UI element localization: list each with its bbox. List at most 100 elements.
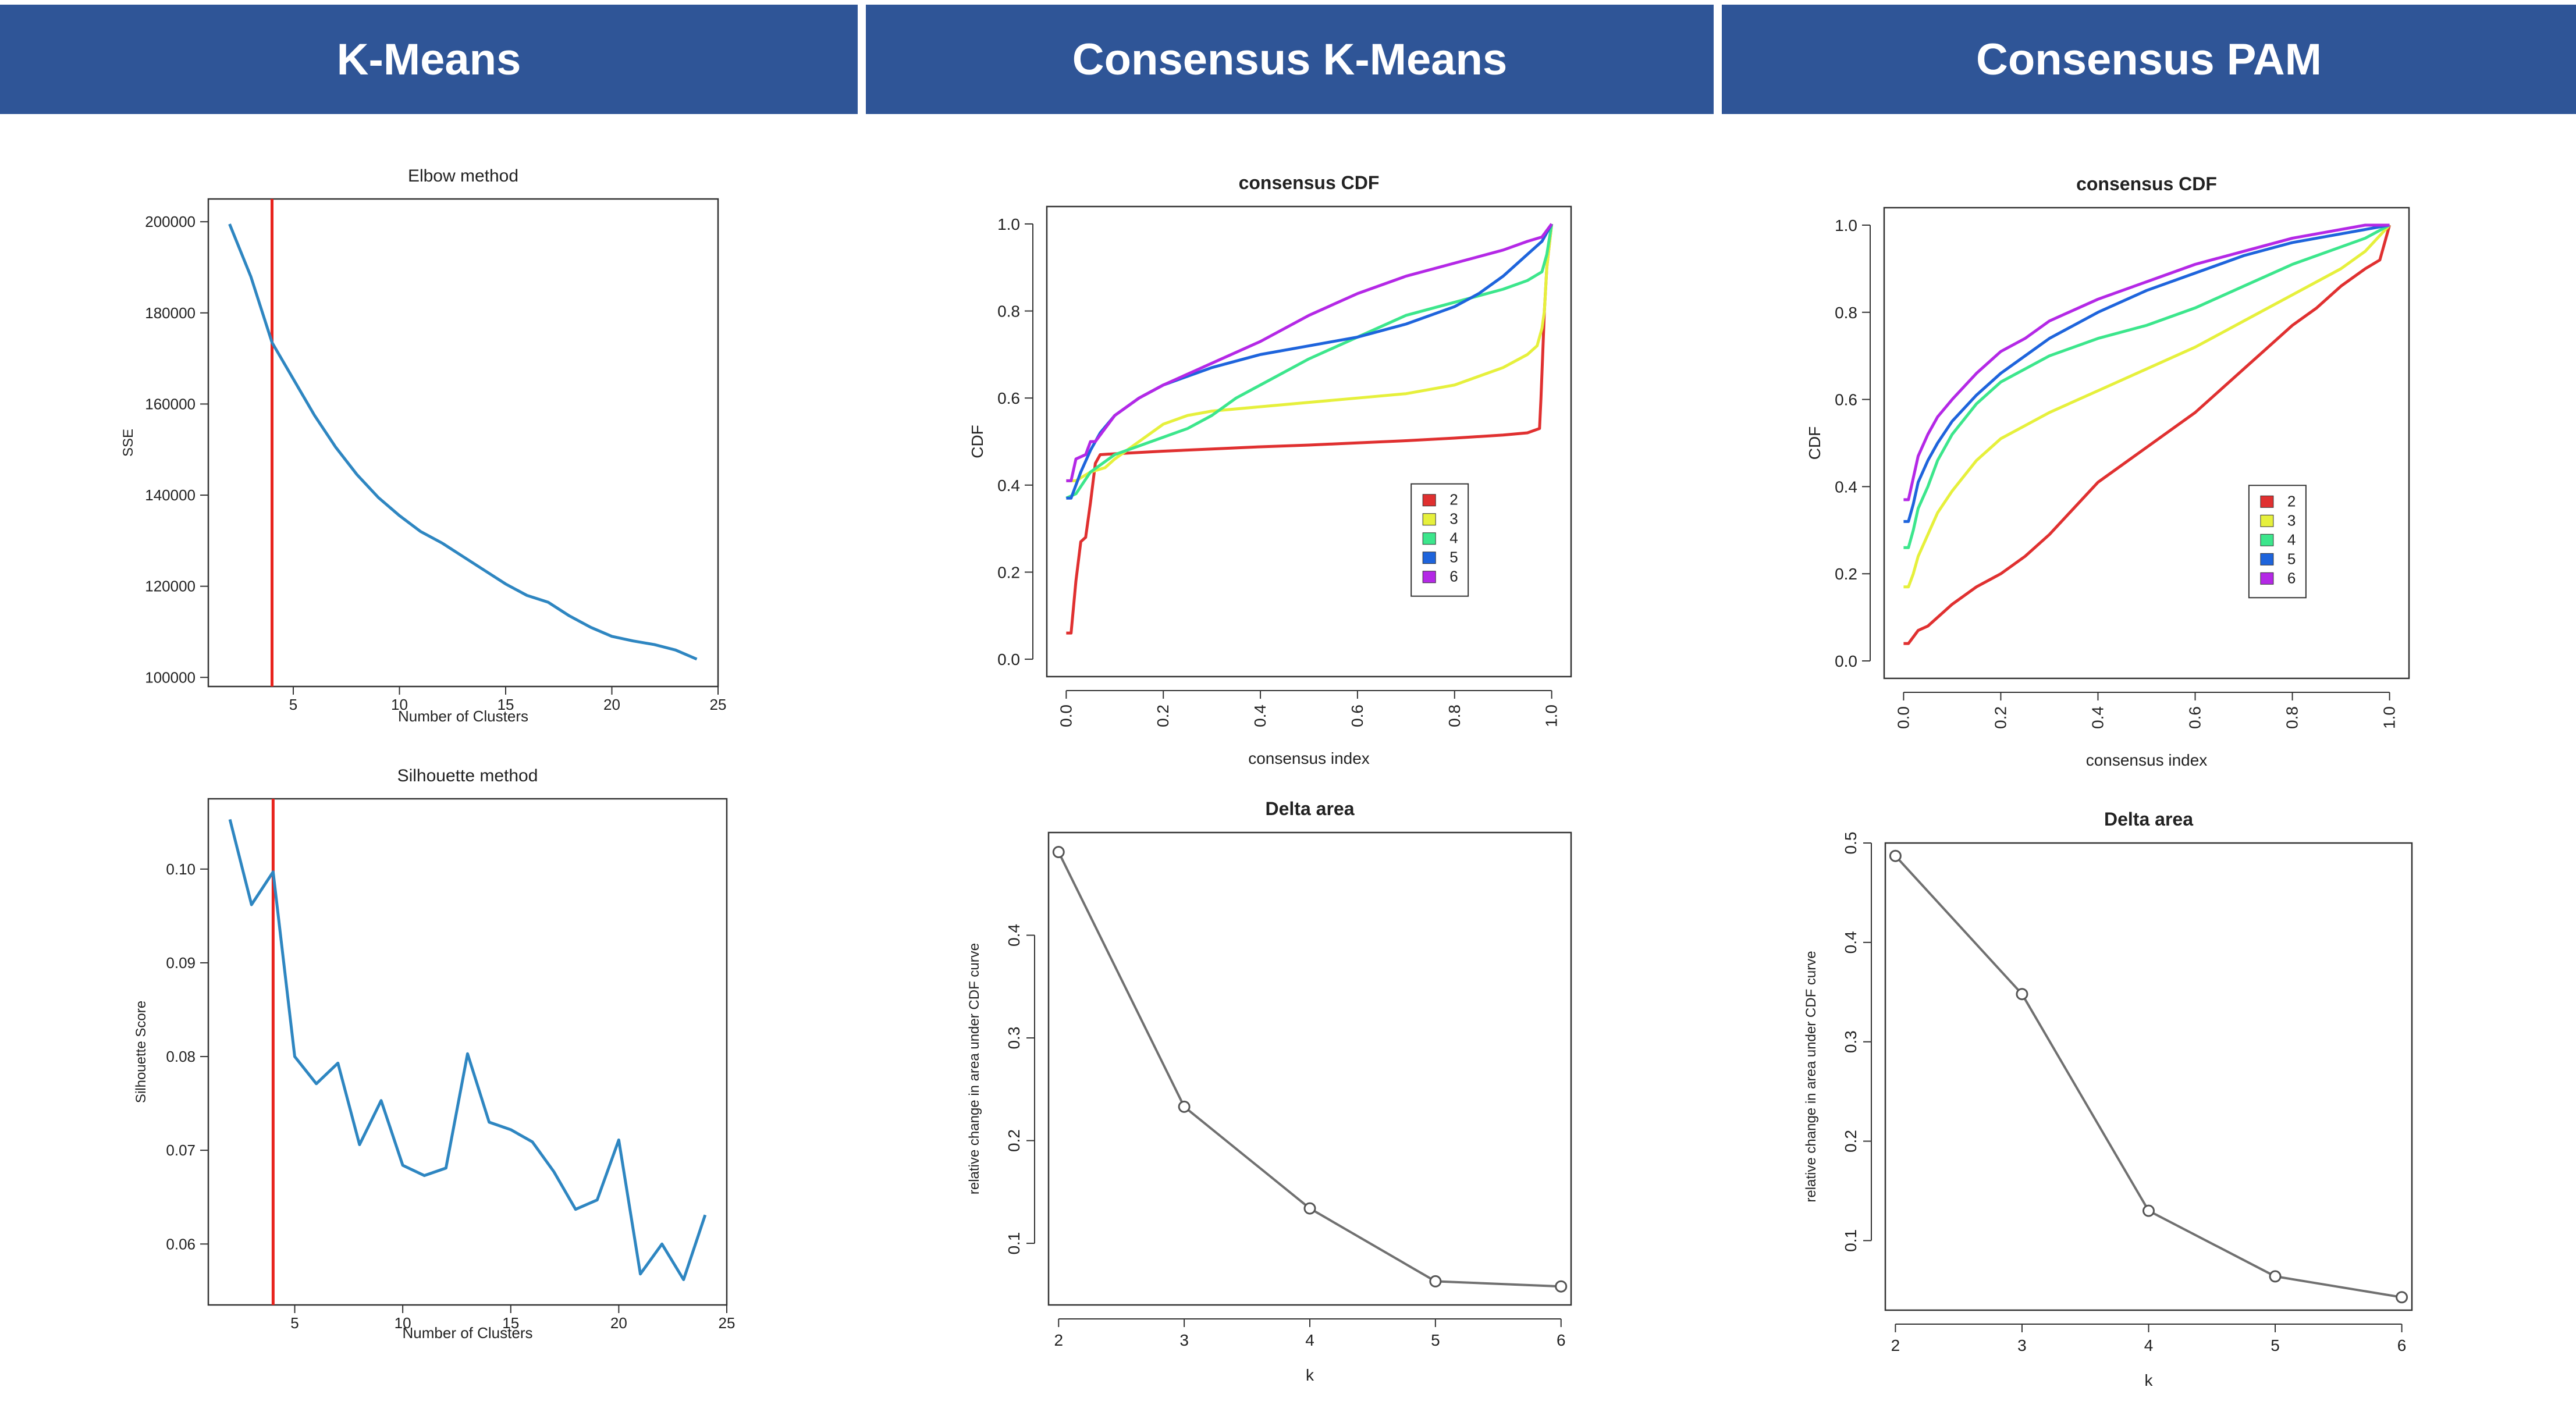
ckm-delta-xlabel: k <box>1306 1366 1314 1384</box>
pam-cdf-xtick-label-0: 0.0 <box>1894 706 1912 729</box>
ckm-cdf-xtick-label-5: 1.0 <box>1543 705 1561 727</box>
header-consensus-pam: Consensus PAM <box>1722 5 2576 114</box>
elbow-ylabel: SSE <box>120 429 136 457</box>
pam-cdf-legend-label-4: 6 <box>2287 569 2296 586</box>
pam-cdf-plot-frame <box>1883 207 2410 680</box>
elbow-series-line <box>228 223 698 661</box>
elbow-xtick-label-0: 5 <box>289 696 297 713</box>
pam-cdf-legend-swatch-3 <box>2260 553 2274 565</box>
pam-delta-xlabel: k <box>2145 1371 2154 1389</box>
ckm-cdf-legend-box <box>1410 483 1469 597</box>
ckm-cdf-legend-swatch-0 <box>1422 494 1436 507</box>
pam-delta-xtick-label-4: 6 <box>2397 1336 2407 1354</box>
elbow-xtick-label-1: 10 <box>391 696 408 713</box>
ckm-delta-xtick-label-2: 4 <box>1305 1331 1314 1349</box>
ckm-cdf-ylabel: CDF <box>968 425 986 458</box>
pam-cdf-xtick-label-1: 0.2 <box>1991 706 2009 729</box>
elbow-xtick-label-4: 25 <box>710 696 727 713</box>
pam-cdf-xtick-label-2: 0.4 <box>2088 706 2106 729</box>
pam-cdf-xtick-label-5: 1.0 <box>2380 706 2399 729</box>
silhouette-xlabel: Number of Clusters <box>403 1324 533 1342</box>
pam-cdf-xlabel: consensus index <box>2086 751 2208 769</box>
ckm-cdf-legend-swatch-1 <box>1422 513 1436 526</box>
header-kmeans: K-Means <box>0 5 858 114</box>
elbow-ytick-label-5: 200000 <box>145 213 196 230</box>
ckm-delta-series-line <box>1057 851 1561 1288</box>
pam-cdf-legend-label-3: 5 <box>2287 550 2296 567</box>
ckm-delta-xtick-label-0: 2 <box>1054 1331 1063 1349</box>
pam-delta-point-k2 <box>1889 849 1902 862</box>
ckm-delta-point-k3 <box>1178 1100 1191 1113</box>
pam-cdf-series-line-k3 <box>1903 224 2391 589</box>
elbow-xtick-label-3: 20 <box>603 696 620 713</box>
pam-cdf-legend-box <box>2248 485 2307 599</box>
ckm-cdf-ytick-label-5: 1.0 <box>997 215 1020 233</box>
ckm-cdf-xtick-label-0: 0.0 <box>1057 705 1075 727</box>
pam-delta-point-k4 <box>2142 1204 2155 1217</box>
ckm-cdf-series-line-k2 <box>1066 223 1554 635</box>
ckm-delta-xtick-label-4: 6 <box>1557 1331 1566 1349</box>
elbow-ytick-label-2: 140000 <box>145 486 196 504</box>
ckm-cdf-ytick-label-1: 0.2 <box>997 563 1020 581</box>
ckm-cdf-legend-label-2: 4 <box>1449 529 1458 547</box>
silhouette-ytick-label-1: 0.07 <box>166 1141 196 1159</box>
ckm-cdf-legend-label-0: 2 <box>1449 491 1458 508</box>
ckm-delta-point-k6 <box>1555 1280 1568 1293</box>
ckm-cdf-series-line-k6 <box>1066 223 1553 482</box>
ckm-cdf-ytick-label-2: 0.4 <box>997 476 1020 495</box>
pam-delta-plot-frame <box>1884 842 2413 1311</box>
ckm-delta-point-k5 <box>1429 1275 1442 1287</box>
elbow-ytick-label-0: 100000 <box>145 668 196 686</box>
pam-cdf-legend-swatch-2 <box>2260 533 2274 546</box>
ckm-delta-xtick-label-1: 3 <box>1179 1331 1189 1349</box>
ckm-cdf-legend-swatch-4 <box>1422 571 1436 584</box>
ckm-cdf-xtick-label-2: 0.4 <box>1251 705 1269 727</box>
ckm-delta-ytick-label-2: 0.3 <box>1005 1027 1023 1050</box>
pam-delta-point-k5 <box>2269 1270 2282 1283</box>
ckm-delta-ytick-label-3: 0.4 <box>1005 924 1023 947</box>
ckm-cdf-series-line-k3 <box>1066 223 1554 482</box>
pam-delta-series-line <box>1894 855 2402 1299</box>
silhouette-ytick-label-3: 0.09 <box>166 954 196 972</box>
ckm-cdf-ytick-label-4: 0.8 <box>997 303 1020 321</box>
ckm-cdf-title: consensus CDF <box>1239 172 1380 193</box>
pam-delta-point-k6 <box>2396 1291 2408 1304</box>
pam-delta-xtick-label-3: 5 <box>2271 1336 2280 1354</box>
pam-delta-ytick-label-4: 0.5 <box>1842 832 1860 855</box>
silhouette-title: Silhouette method <box>397 766 538 785</box>
ckm-cdf-plot-frame <box>1046 205 1572 678</box>
ckm-cdf-xtick-label-3: 0.6 <box>1348 705 1366 727</box>
ckm-cdf-xlabel: consensus index <box>1248 749 1370 767</box>
pam-cdf-ytick-label-2: 0.4 <box>1835 478 1857 496</box>
pam-cdf-series-line-k2 <box>1903 225 2392 645</box>
pam-cdf-ytick-label-1: 0.2 <box>1835 565 1857 583</box>
elbow-xtick-label-2: 15 <box>498 696 514 713</box>
elbow-xlabel: Number of Clusters <box>398 707 528 725</box>
silhouette-series-line <box>228 819 707 1281</box>
pam-delta-xtick-label-2: 4 <box>2144 1336 2154 1354</box>
ckm-cdf-series-line-k4 <box>1065 223 1554 500</box>
pam-cdf-legend-swatch-1 <box>2260 514 2274 527</box>
ckm-cdf-xtick-label-4: 0.8 <box>1445 705 1463 727</box>
ckm-cdf-xtick-label-1: 0.2 <box>1154 705 1172 727</box>
pam-cdf-ytick-label-0: 0.0 <box>1835 652 1857 670</box>
ckm-cdf-legend-swatch-3 <box>1422 552 1436 564</box>
ckm-cdf-legend-label-4: 6 <box>1449 568 1458 585</box>
elbow-ytick-label-3: 160000 <box>145 395 196 412</box>
ckm-delta-ylabel: relative change in area under CDF curve <box>967 943 982 1194</box>
pam-delta-title: Delta area <box>2104 809 2193 830</box>
pam-delta-ytick-label-2: 0.3 <box>1842 1030 1860 1053</box>
silhouette-ytick-label-4: 0.10 <box>166 860 196 878</box>
ckm-delta-title: Delta area <box>1266 798 1355 819</box>
pam-delta-ytick-label-3: 0.4 <box>1842 931 1860 954</box>
pam-delta-ytick-label-1: 0.2 <box>1842 1130 1860 1153</box>
ckm-delta-point-k4 <box>1303 1202 1316 1215</box>
ckm-cdf-legend-label-3: 5 <box>1449 549 1458 566</box>
pam-cdf-legend-swatch-4 <box>2260 572 2274 585</box>
pam-cdf-xtick-label-4: 0.8 <box>2283 706 2301 729</box>
pam-delta-ylabel: relative change in area under CDF curve <box>1803 951 1819 1202</box>
pam-cdf-ylabel: CDF <box>1806 426 1824 460</box>
silhouette-xtick-label-4: 25 <box>719 1314 736 1332</box>
ckm-delta-ytick-label-1: 0.2 <box>1005 1129 1023 1152</box>
pam-cdf-title: consensus CDF <box>2076 173 2217 194</box>
